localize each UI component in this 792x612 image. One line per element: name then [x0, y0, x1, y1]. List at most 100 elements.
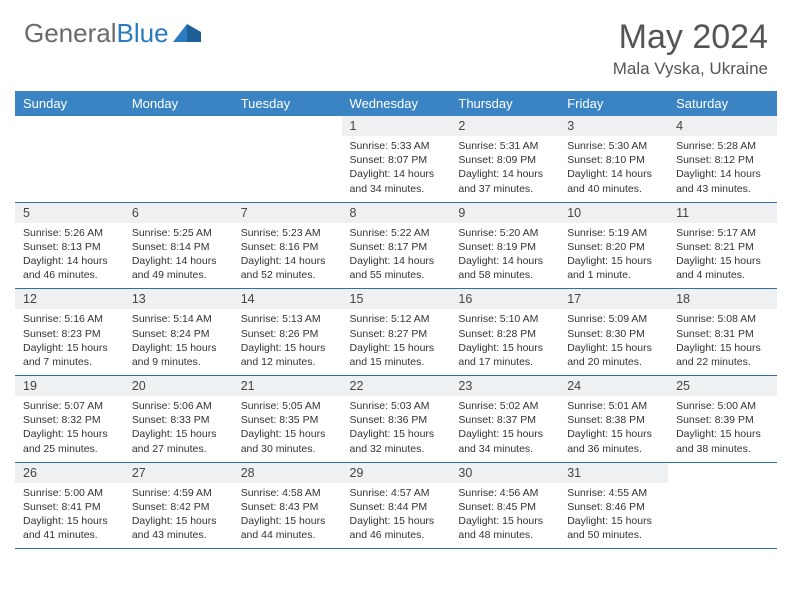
day-content-cell: Sunrise: 4:56 AMSunset: 8:45 PMDaylight:… [450, 483, 559, 549]
daylight-line: Daylight: 15 hours and 22 minutes. [676, 341, 769, 369]
sunrise-line: Sunrise: 5:17 AM [676, 226, 769, 240]
sunrise-line: Sunrise: 5:07 AM [23, 399, 116, 413]
day-content-cell: Sunrise: 4:58 AMSunset: 8:43 PMDaylight:… [233, 483, 342, 549]
weekday-header: Sunday [15, 91, 124, 116]
day-number-cell: 27 [124, 462, 233, 483]
day-content-cell: Sunrise: 5:10 AMSunset: 8:28 PMDaylight:… [450, 309, 559, 375]
day-number-cell: 11 [668, 202, 777, 223]
day-number-cell: 16 [450, 289, 559, 310]
day-number-cell: 13 [124, 289, 233, 310]
sunrise-line: Sunrise: 5:00 AM [23, 486, 116, 500]
day-number-cell: 4 [668, 116, 777, 136]
day-content-cell: Sunrise: 5:20 AMSunset: 8:19 PMDaylight:… [450, 223, 559, 289]
daylight-line: Daylight: 14 hours and 52 minutes. [241, 254, 334, 282]
daylight-line: Daylight: 14 hours and 46 minutes. [23, 254, 116, 282]
sunrise-line: Sunrise: 5:12 AM [350, 312, 443, 326]
daylight-line: Daylight: 15 hours and 48 minutes. [458, 514, 551, 542]
daylight-line: Daylight: 15 hours and 12 minutes. [241, 341, 334, 369]
sunrise-line: Sunrise: 5:08 AM [676, 312, 769, 326]
day-content-cell: Sunrise: 5:06 AMSunset: 8:33 PMDaylight:… [124, 396, 233, 462]
weekday-header: Monday [124, 91, 233, 116]
sunrise-line: Sunrise: 5:28 AM [676, 139, 769, 153]
daylight-line: Daylight: 15 hours and 46 minutes. [350, 514, 443, 542]
day-number-cell: 8 [342, 202, 451, 223]
day-content-cell: Sunrise: 5:22 AMSunset: 8:17 PMDaylight:… [342, 223, 451, 289]
daylight-line: Daylight: 15 hours and 38 minutes. [676, 427, 769, 455]
sunset-line: Sunset: 8:44 PM [350, 500, 443, 514]
daylight-line: Daylight: 14 hours and 55 minutes. [350, 254, 443, 282]
sunset-line: Sunset: 8:43 PM [241, 500, 334, 514]
day-number-cell [124, 116, 233, 136]
day-content-cell [15, 136, 124, 202]
sunset-line: Sunset: 8:14 PM [132, 240, 225, 254]
day-number-cell: 10 [559, 202, 668, 223]
header: GeneralBlue May 2024 Mala Vyska, Ukraine [0, 0, 792, 87]
weekday-header: Saturday [668, 91, 777, 116]
brand-part2: Blue [117, 18, 169, 49]
day-content-cell: Sunrise: 5:25 AMSunset: 8:14 PMDaylight:… [124, 223, 233, 289]
title-block: May 2024 Mala Vyska, Ukraine [613, 18, 768, 79]
daylight-line: Daylight: 15 hours and 15 minutes. [350, 341, 443, 369]
sunrise-line: Sunrise: 5:09 AM [567, 312, 660, 326]
sunset-line: Sunset: 8:19 PM [458, 240, 551, 254]
day-content-cell: Sunrise: 5:26 AMSunset: 8:13 PMDaylight:… [15, 223, 124, 289]
day-content-cell: Sunrise: 4:57 AMSunset: 8:44 PMDaylight:… [342, 483, 451, 549]
daylight-line: Daylight: 15 hours and 34 minutes. [458, 427, 551, 455]
sunrise-line: Sunrise: 5:13 AM [241, 312, 334, 326]
daylight-line: Daylight: 14 hours and 40 minutes. [567, 167, 660, 195]
sunset-line: Sunset: 8:39 PM [676, 413, 769, 427]
daylight-line: Daylight: 14 hours and 43 minutes. [676, 167, 769, 195]
day-number-cell: 18 [668, 289, 777, 310]
day-number-cell: 20 [124, 376, 233, 397]
day-content-cell: Sunrise: 5:14 AMSunset: 8:24 PMDaylight:… [124, 309, 233, 375]
daylight-line: Daylight: 15 hours and 7 minutes. [23, 341, 116, 369]
day-content-cell: Sunrise: 5:28 AMSunset: 8:12 PMDaylight:… [668, 136, 777, 202]
sunrise-line: Sunrise: 5:25 AM [132, 226, 225, 240]
daylight-line: Daylight: 15 hours and 44 minutes. [241, 514, 334, 542]
sunrise-line: Sunrise: 5:20 AM [458, 226, 551, 240]
location: Mala Vyska, Ukraine [613, 59, 768, 79]
day-content-cell: Sunrise: 5:08 AMSunset: 8:31 PMDaylight:… [668, 309, 777, 375]
day-content-cell: Sunrise: 5:12 AMSunset: 8:27 PMDaylight:… [342, 309, 451, 375]
day-number-cell: 25 [668, 376, 777, 397]
day-number-cell: 7 [233, 202, 342, 223]
day-content-cell: Sunrise: 5:07 AMSunset: 8:32 PMDaylight:… [15, 396, 124, 462]
day-number-cell: 31 [559, 462, 668, 483]
logo-mark-icon [173, 18, 203, 49]
sunset-line: Sunset: 8:30 PM [567, 327, 660, 341]
sunset-line: Sunset: 8:33 PM [132, 413, 225, 427]
sunrise-line: Sunrise: 5:05 AM [241, 399, 334, 413]
sunrise-line: Sunrise: 4:55 AM [567, 486, 660, 500]
day-number-cell: 5 [15, 202, 124, 223]
day-content-cell: Sunrise: 4:55 AMSunset: 8:46 PMDaylight:… [559, 483, 668, 549]
sunrise-line: Sunrise: 5:23 AM [241, 226, 334, 240]
sunset-line: Sunset: 8:37 PM [458, 413, 551, 427]
sunrise-line: Sunrise: 5:19 AM [567, 226, 660, 240]
sunrise-line: Sunrise: 5:06 AM [132, 399, 225, 413]
weekday-header: Thursday [450, 91, 559, 116]
day-number-cell: 6 [124, 202, 233, 223]
month-title: May 2024 [613, 18, 768, 57]
daylight-line: Daylight: 15 hours and 27 minutes. [132, 427, 225, 455]
day-number-cell [233, 116, 342, 136]
sunrise-line: Sunrise: 5:02 AM [458, 399, 551, 413]
day-number-cell: 19 [15, 376, 124, 397]
sunrise-line: Sunrise: 4:56 AM [458, 486, 551, 500]
day-number-cell [15, 116, 124, 136]
day-number-cell: 2 [450, 116, 559, 136]
day-number-cell: 15 [342, 289, 451, 310]
day-content-cell: Sunrise: 5:00 AMSunset: 8:41 PMDaylight:… [15, 483, 124, 549]
sunrise-line: Sunrise: 5:00 AM [676, 399, 769, 413]
sunset-line: Sunset: 8:09 PM [458, 153, 551, 167]
daylight-line: Daylight: 15 hours and 50 minutes. [567, 514, 660, 542]
sunrise-line: Sunrise: 5:16 AM [23, 312, 116, 326]
sunrise-line: Sunrise: 5:10 AM [458, 312, 551, 326]
sunset-line: Sunset: 8:32 PM [23, 413, 116, 427]
day-number-cell [668, 462, 777, 483]
sunset-line: Sunset: 8:20 PM [567, 240, 660, 254]
sunset-line: Sunset: 8:35 PM [241, 413, 334, 427]
sunset-line: Sunset: 8:31 PM [676, 327, 769, 341]
day-content-cell: Sunrise: 4:59 AMSunset: 8:42 PMDaylight:… [124, 483, 233, 549]
day-number-cell: 26 [15, 462, 124, 483]
daylight-line: Daylight: 15 hours and 1 minute. [567, 254, 660, 282]
